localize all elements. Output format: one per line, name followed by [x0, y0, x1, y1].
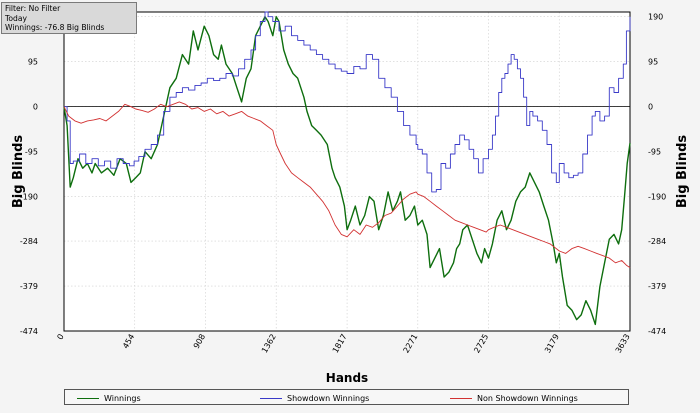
legend-item-winnings: Winnings	[77, 393, 141, 403]
y-axis-title-left: Big Blinds	[11, 135, 26, 209]
winnings-series-line	[63, 16, 631, 326]
y-tick-label-right: -95	[648, 148, 661, 157]
y-tick-label-left: -284	[20, 237, 38, 246]
y-tick-label-right: -474	[648, 327, 666, 336]
y-tick-label-right: 95	[648, 58, 658, 67]
legend-item-showdown: Showdown Winnings	[260, 393, 369, 403]
x-tick-label: 3633	[614, 333, 632, 355]
legend-swatch-nonshowdown	[450, 397, 472, 399]
x-tick-label: 908	[192, 333, 207, 351]
x-tick-label: 454	[121, 333, 136, 351]
winnings-summary-text: Winnings: -76.8 Big Blinds	[5, 23, 105, 33]
filter-info-box: Filter: No Filter Today Winnings: -76.8 …	[1, 2, 137, 34]
y-tick-label-left: 95	[28, 58, 38, 67]
y-tick-label-left: -379	[20, 282, 38, 291]
legend-item-nonshowdown: Non Showdown Winnings	[450, 393, 578, 403]
legend-swatch-showdown	[260, 397, 282, 399]
plot-border	[63, 11, 631, 332]
x-tick-label: 0	[55, 333, 65, 342]
y-axis-title-right: Big Blinds	[675, 135, 690, 209]
showdown-series-line	[64, 11, 631, 193]
x-tick-label: 1817	[331, 333, 349, 355]
y-tick-label-right: 190	[648, 13, 663, 22]
y-tick-label-left: 0	[33, 103, 38, 112]
x-tick-label: 2725	[472, 333, 490, 355]
legend-label-nonshowdown: Non Showdown Winnings	[477, 393, 578, 403]
y-tick-label-right: -284	[648, 237, 666, 246]
y-tick-label-right: -190	[648, 193, 666, 202]
x-tick-label: 3179	[543, 333, 561, 355]
nonshowdown-series-line	[63, 101, 631, 268]
chart-legend: Winnings Showdown Winnings Non Showdown …	[64, 389, 629, 405]
legend-label-winnings: Winnings	[104, 393, 141, 403]
y-tick-label-left: -474	[20, 327, 38, 336]
y-tick-label-right: -379	[648, 282, 666, 291]
x-tick-label: 1362	[260, 333, 278, 355]
filter-text: Filter: No Filter	[5, 4, 61, 13]
legend-swatch-winnings	[77, 397, 99, 399]
legend-label-showdown: Showdown Winnings	[287, 393, 370, 403]
plot-area	[64, 12, 630, 331]
x-tick-label: 2271	[402, 333, 420, 355]
y-tick-label-right: 0	[648, 103, 653, 112]
y-tick-label-left: -95	[25, 148, 38, 157]
period-text: Today	[5, 13, 27, 23]
x-axis-title: Hands	[326, 371, 368, 385]
y-tick-label-left: -190	[20, 193, 38, 202]
